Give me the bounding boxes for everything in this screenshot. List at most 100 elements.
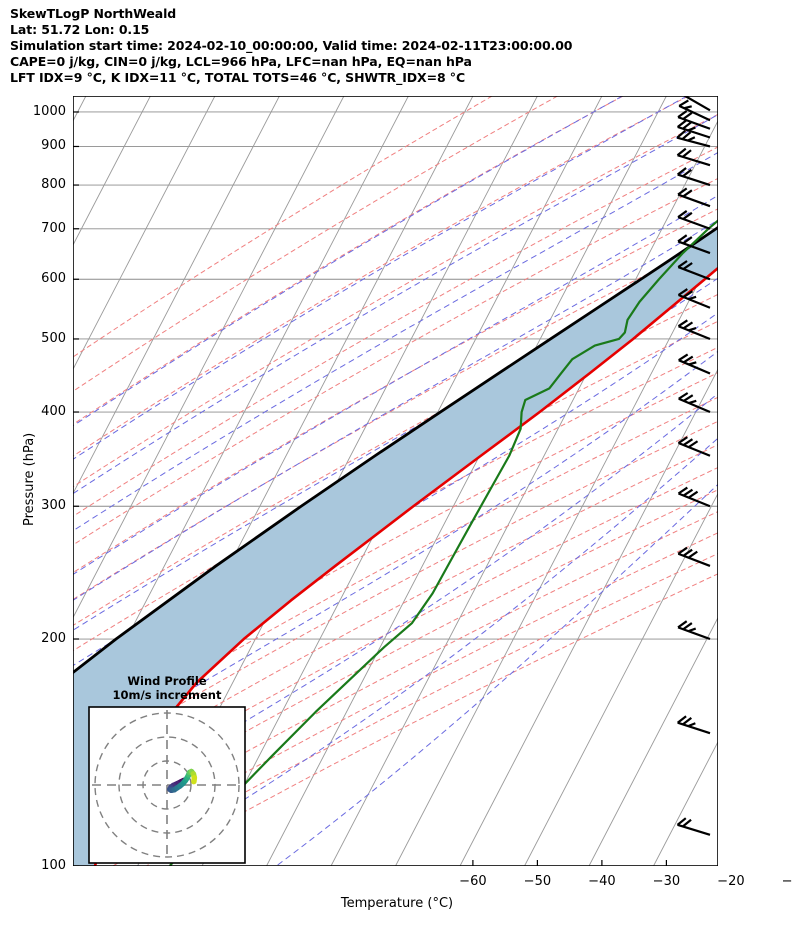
wind-barb	[678, 353, 711, 375]
x-tick-label: −40	[588, 874, 616, 889]
dry-adiabat-line	[73, 113, 718, 488]
y-tick-label: 900	[41, 138, 66, 154]
cape-shading	[73, 227, 718, 866]
y-tick-label: 1000	[32, 103, 66, 119]
barb-full	[682, 438, 694, 446]
wind-barb	[677, 288, 711, 309]
isotherm-line	[395, 244, 718, 866]
y-tick-label: 100	[41, 858, 66, 873]
wind-barb	[678, 392, 711, 414]
y-tick-label: 400	[41, 404, 66, 420]
dry-adiabat-line	[73, 510, 718, 851]
wind-barb	[676, 817, 711, 836]
barb-half	[687, 126, 696, 132]
barb-full	[682, 622, 693, 631]
temperature-line	[93, 266, 718, 866]
barb-full	[677, 110, 688, 119]
barb-full	[678, 353, 689, 362]
x-tick-label: −10	[781, 874, 794, 889]
barb-full	[682, 717, 692, 726]
x-tick-label: −60	[459, 874, 487, 889]
barb-full	[678, 392, 689, 400]
dry-adiabat-line	[73, 420, 718, 768]
barb-half	[688, 361, 697, 366]
barb-half	[687, 136, 696, 142]
barb-full	[682, 211, 693, 220]
dry-adiabat-line	[112, 552, 718, 866]
dry-adiabat-line	[73, 208, 718, 574]
dewpoint-trace	[168, 219, 718, 866]
wind-barb	[677, 486, 711, 508]
wind-profile-title: Wind Profile	[127, 674, 207, 688]
isotherm-line	[266, 96, 667, 866]
wind-barb	[677, 319, 711, 340]
y-tick-label: 700	[41, 220, 66, 236]
barb-full	[676, 715, 687, 724]
dry-adiabat-line	[73, 466, 718, 811]
barb-full	[677, 620, 688, 629]
cape-line: CAPE=0 j/kg, CIN=0 j/kg, LCL=966 hPa, LF…	[10, 54, 472, 69]
dry-adiabat-line	[73, 489, 718, 831]
barb-full	[676, 119, 687, 128]
wind-barb	[676, 715, 711, 735]
barb-full	[677, 436, 688, 444]
x-tick-label: −30	[652, 874, 681, 889]
parcel-line	[73, 225, 718, 675]
x-tick-label: −20	[717, 874, 745, 889]
wind-barb	[677, 210, 711, 230]
wind-barb	[678, 99, 711, 122]
time-line: Simulation start time: 2024-02-10_00:00:…	[10, 38, 573, 53]
moist-adiabat-line	[73, 194, 718, 575]
y-tick-label: 500	[41, 330, 66, 346]
y-tick-label: 600	[41, 271, 66, 287]
barb-full	[688, 440, 699, 449]
barb-full	[683, 355, 694, 364]
barb-full	[688, 490, 699, 499]
dry-adiabat-line	[73, 96, 624, 425]
figure-title: SkewTLogP NorthWeald	[10, 6, 177, 21]
barb-full	[681, 131, 692, 140]
hodograph-inset	[88, 706, 246, 864]
wind-barbs	[676, 96, 711, 836]
barb-full	[677, 260, 688, 268]
barb-full	[677, 187, 688, 196]
barb-half	[688, 326, 697, 332]
barb-full	[678, 99, 689, 107]
barb-half	[688, 627, 697, 633]
hodograph-trace	[167, 768, 198, 794]
wind-profile-subtitle: 10m/s increment	[112, 688, 222, 702]
isotherm-line	[524, 492, 718, 866]
dry-adiabat-line	[73, 237, 718, 601]
x-axis-label: Temperature (°C)	[340, 896, 454, 911]
isotherm-line	[73, 96, 280, 495]
barb-half	[688, 295, 697, 301]
moist-adiabat-line	[73, 392, 718, 825]
wind-barb	[676, 167, 711, 187]
indices-line: LFT IDX=9 °C, K IDX=11 °C, TOTAL TOTS=46…	[10, 70, 466, 85]
barb-full	[682, 236, 693, 245]
moist-adiabat-line	[73, 114, 718, 495]
barb-full	[677, 486, 688, 495]
dewpoint-line	[168, 219, 718, 866]
wind-barb	[676, 119, 711, 139]
wind-barb	[677, 110, 711, 130]
barb-full	[683, 394, 694, 402]
barb-full	[682, 168, 692, 178]
shaded-area	[73, 227, 718, 866]
barb-full	[682, 262, 693, 270]
isotherm-line	[588, 616, 718, 866]
barb-full	[677, 234, 688, 243]
barb-full	[676, 147, 687, 157]
barb-full	[676, 817, 687, 826]
barb-half	[683, 105, 692, 110]
barb-full	[682, 290, 694, 298]
barb-full	[676, 129, 686, 139]
barb-full	[682, 321, 694, 330]
barb-half	[687, 722, 696, 728]
barb-half	[688, 399, 697, 405]
moist-adiabat-line	[73, 96, 688, 460]
wind-barb	[677, 260, 711, 281]
y-tick-label: 800	[41, 177, 66, 193]
barb-full	[677, 319, 688, 328]
